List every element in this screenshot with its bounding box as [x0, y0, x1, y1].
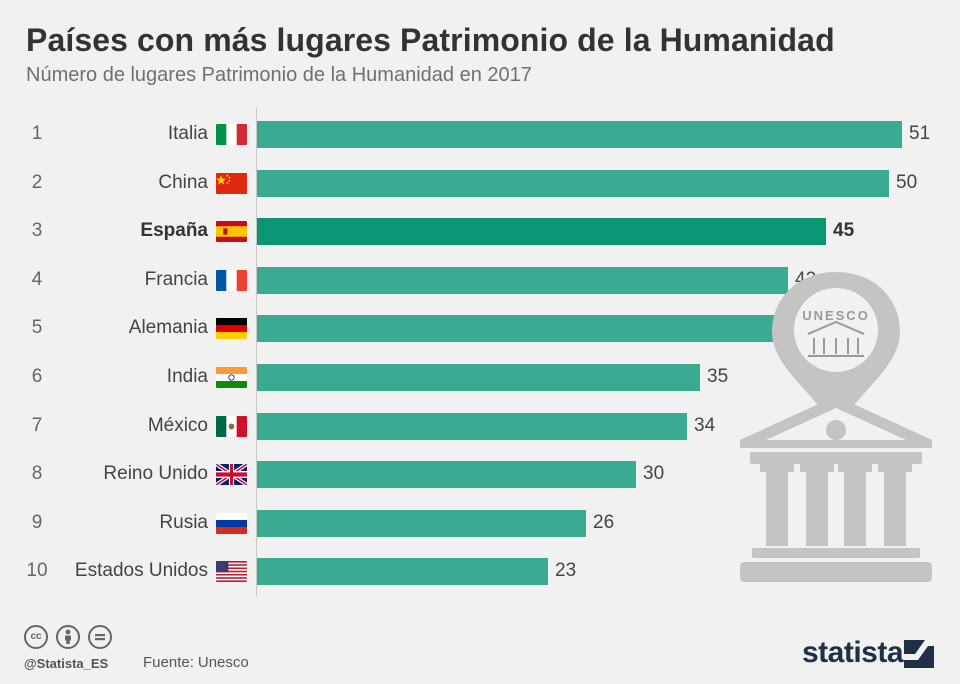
italy-flag-icon — [216, 124, 247, 145]
rank-label: 1 — [31, 123, 43, 144]
data-label: 30 — [643, 463, 665, 485]
category-label: China — [158, 171, 208, 193]
rank-label: 5 — [31, 317, 43, 339]
rank-label: 7 — [31, 414, 43, 436]
bar-row: 8 Reino Unido 30 — [0, 460, 960, 489]
bar — [257, 364, 700, 391]
bar-row: 9 Rusia 26 — [0, 509, 960, 537]
category-label: Italia — [167, 123, 208, 144]
bar-row: 4Francia42 — [0, 266, 960, 294]
source-note: Fuente: Unesco — [143, 654, 249, 671]
bar — [257, 412, 687, 440]
data-label: 35 — [707, 366, 729, 387]
data-label: 45 — [833, 220, 855, 242]
rank-label: 2 — [31, 171, 43, 193]
rank-label: 8 — [31, 463, 43, 485]
category-label: Reino Unido — [103, 463, 208, 485]
bar — [257, 169, 889, 197]
category-label: España — [140, 220, 208, 242]
rank-label: 6 — [31, 366, 43, 387]
bar-row: 10 Estados Unidos 23 — [0, 557, 960, 586]
usa-flag-icon — [216, 561, 247, 583]
bar — [257, 315, 776, 343]
data-label: 26 — [593, 511, 615, 533]
cc-icon: cc — [24, 625, 48, 649]
uk-flag-icon — [216, 464, 247, 486]
bar — [257, 121, 902, 148]
china-flag-icon — [216, 172, 247, 194]
russia-flag-icon — [216, 512, 247, 534]
statista-handle: @Statista_ES — [24, 656, 109, 671]
category-label: Estados Unidos — [74, 560, 208, 582]
germany-flag-icon — [216, 318, 247, 340]
unesco-label: UNESCO — [802, 308, 870, 323]
no-derivatives-icon — [88, 625, 112, 649]
data-label: 50 — [896, 171, 918, 193]
category-label: Francia — [144, 268, 208, 290]
bar-row: 1 Italia 51 — [0, 120, 960, 148]
mexico-flag-icon — [216, 415, 247, 437]
rank-label: 4 — [31, 268, 43, 290]
source-value: Unesco — [197, 654, 249, 671]
data-label: 51 — [909, 123, 931, 144]
rank-label: 10 — [26, 560, 48, 582]
rank-label: 9 — [31, 511, 43, 533]
statista-logo-icon — [904, 640, 934, 668]
bar — [257, 509, 586, 537]
data-label: 23 — [555, 560, 577, 582]
bar — [257, 461, 636, 489]
bar — [257, 266, 788, 294]
category-label: Rusia — [159, 511, 208, 533]
attribution-icon — [56, 625, 80, 649]
spain-flag-icon — [216, 221, 247, 243]
bar-row: 6 India 35 — [0, 363, 960, 391]
data-label: 34 — [694, 414, 716, 436]
chart-subtitle: Número de lugares Patrimonio de la Human… — [26, 64, 532, 86]
statista-logo-text: statista — [802, 636, 904, 669]
unesco-temple-pin-icon: UNESCO — [740, 272, 932, 582]
france-flag-icon — [216, 269, 247, 291]
bar-row: 2 China 50 — [0, 169, 960, 197]
chart-title: Países con más lugares Patrimonio de la … — [26, 22, 835, 58]
india-flag-icon — [216, 367, 247, 388]
bar — [257, 218, 826, 246]
category-label: Alemania — [128, 317, 208, 339]
bar-row: 7 México 34 — [0, 412, 960, 440]
y-axis-line — [256, 108, 257, 596]
rank-label: 3 — [31, 220, 43, 242]
category-label: India — [166, 366, 208, 387]
bar-row: 3 España 45 — [0, 217, 960, 246]
category-label: México — [147, 414, 208, 436]
bar — [257, 558, 548, 586]
source-label: Fuente: — [143, 654, 194, 671]
